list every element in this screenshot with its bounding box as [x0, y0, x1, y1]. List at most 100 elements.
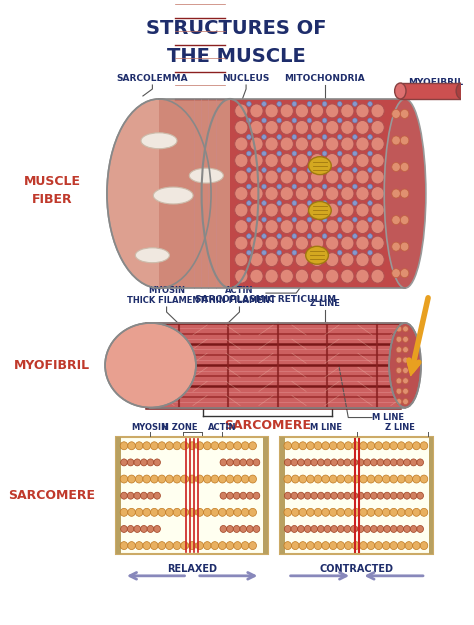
Circle shape [128, 526, 134, 532]
Circle shape [128, 475, 136, 483]
Circle shape [292, 442, 299, 450]
Circle shape [351, 459, 357, 466]
Circle shape [413, 542, 420, 549]
Circle shape [322, 151, 327, 156]
Circle shape [390, 542, 398, 549]
Circle shape [188, 508, 196, 516]
Circle shape [396, 378, 402, 384]
Circle shape [262, 217, 266, 222]
Circle shape [405, 442, 413, 450]
Circle shape [383, 542, 390, 549]
Circle shape [128, 459, 134, 466]
Circle shape [391, 492, 397, 499]
Circle shape [246, 234, 251, 239]
Circle shape [250, 121, 263, 134]
Circle shape [220, 526, 227, 532]
Circle shape [277, 217, 282, 222]
Circle shape [292, 234, 297, 239]
Text: M LINE: M LINE [372, 413, 404, 422]
Text: MUSCLE
FIBER: MUSCLE FIBER [24, 175, 81, 206]
Text: MYOSIN: MYOSIN [131, 424, 168, 432]
Circle shape [403, 399, 409, 404]
Circle shape [405, 475, 413, 483]
Circle shape [234, 508, 241, 516]
Circle shape [392, 216, 401, 224]
Circle shape [299, 475, 307, 483]
Circle shape [277, 168, 282, 172]
Circle shape [250, 104, 263, 118]
Ellipse shape [456, 83, 467, 99]
Circle shape [397, 526, 404, 532]
Circle shape [337, 201, 342, 206]
Circle shape [404, 526, 410, 532]
Circle shape [262, 151, 266, 156]
Circle shape [280, 236, 293, 250]
Circle shape [173, 542, 181, 549]
Circle shape [410, 526, 417, 532]
Circle shape [277, 118, 282, 123]
Circle shape [291, 526, 298, 532]
Circle shape [136, 508, 143, 516]
Circle shape [396, 399, 402, 404]
Circle shape [341, 154, 354, 168]
Circle shape [280, 137, 293, 151]
Circle shape [322, 217, 327, 222]
Circle shape [265, 186, 278, 201]
Circle shape [391, 526, 397, 532]
Circle shape [292, 201, 297, 206]
Circle shape [367, 475, 375, 483]
Circle shape [181, 508, 188, 516]
Circle shape [353, 101, 357, 106]
Ellipse shape [105, 323, 196, 408]
Circle shape [262, 201, 266, 206]
Circle shape [337, 184, 342, 189]
Circle shape [318, 526, 324, 532]
Circle shape [356, 236, 369, 250]
Circle shape [368, 250, 373, 255]
Circle shape [299, 508, 307, 516]
Circle shape [196, 542, 203, 549]
Circle shape [265, 203, 278, 217]
Circle shape [291, 492, 298, 499]
Circle shape [246, 250, 251, 255]
Circle shape [403, 326, 409, 332]
Circle shape [337, 475, 345, 483]
Circle shape [396, 388, 402, 394]
Circle shape [220, 459, 227, 466]
Circle shape [326, 253, 339, 267]
Text: ACTIN: ACTIN [208, 424, 237, 432]
Circle shape [307, 201, 312, 206]
Circle shape [331, 526, 337, 532]
Circle shape [326, 104, 339, 118]
Circle shape [371, 186, 384, 201]
Circle shape [292, 508, 299, 516]
Circle shape [356, 219, 369, 234]
Circle shape [277, 201, 282, 206]
Circle shape [396, 326, 402, 332]
Circle shape [353, 234, 357, 239]
Circle shape [284, 526, 291, 532]
Circle shape [211, 508, 219, 516]
Circle shape [371, 203, 384, 217]
Circle shape [284, 475, 292, 483]
Circle shape [341, 104, 354, 118]
Circle shape [404, 492, 410, 499]
Circle shape [356, 104, 369, 118]
Circle shape [307, 250, 312, 255]
Circle shape [326, 186, 339, 201]
Circle shape [262, 234, 266, 239]
Circle shape [165, 508, 173, 516]
Circle shape [371, 492, 377, 499]
Circle shape [322, 508, 329, 516]
Circle shape [226, 475, 234, 483]
Circle shape [134, 526, 141, 532]
Circle shape [295, 121, 309, 134]
Circle shape [227, 492, 233, 499]
Circle shape [311, 459, 318, 466]
Circle shape [322, 118, 327, 123]
Circle shape [219, 542, 226, 549]
Circle shape [310, 121, 324, 134]
Circle shape [304, 492, 311, 499]
Circle shape [345, 508, 352, 516]
Circle shape [128, 442, 136, 450]
